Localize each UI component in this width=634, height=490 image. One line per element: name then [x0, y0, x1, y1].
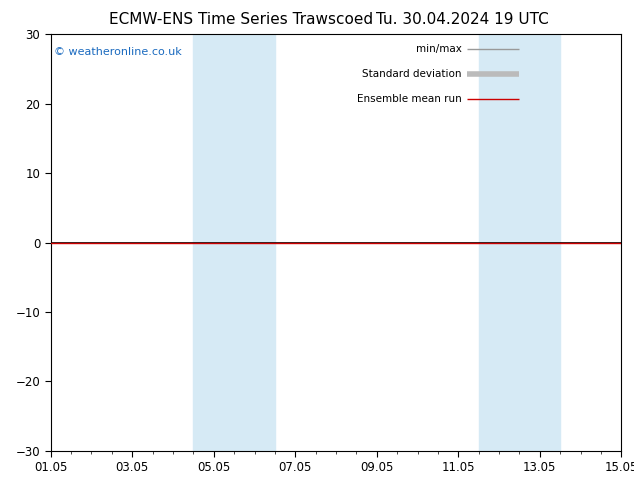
Text: © weatheronline.co.uk: © weatheronline.co.uk — [53, 47, 181, 57]
Bar — [519, 34, 560, 451]
Bar — [193, 34, 234, 451]
Text: Standard deviation: Standard deviation — [362, 69, 462, 79]
Text: Tu. 30.04.2024 19 UTC: Tu. 30.04.2024 19 UTC — [377, 12, 549, 27]
Text: Ensemble mean run: Ensemble mean run — [357, 94, 462, 104]
Bar — [479, 34, 519, 451]
Text: min/max: min/max — [416, 44, 462, 54]
Text: ECMW-ENS Time Series Trawscoed: ECMW-ENS Time Series Trawscoed — [109, 12, 373, 27]
Bar — [234, 34, 275, 451]
